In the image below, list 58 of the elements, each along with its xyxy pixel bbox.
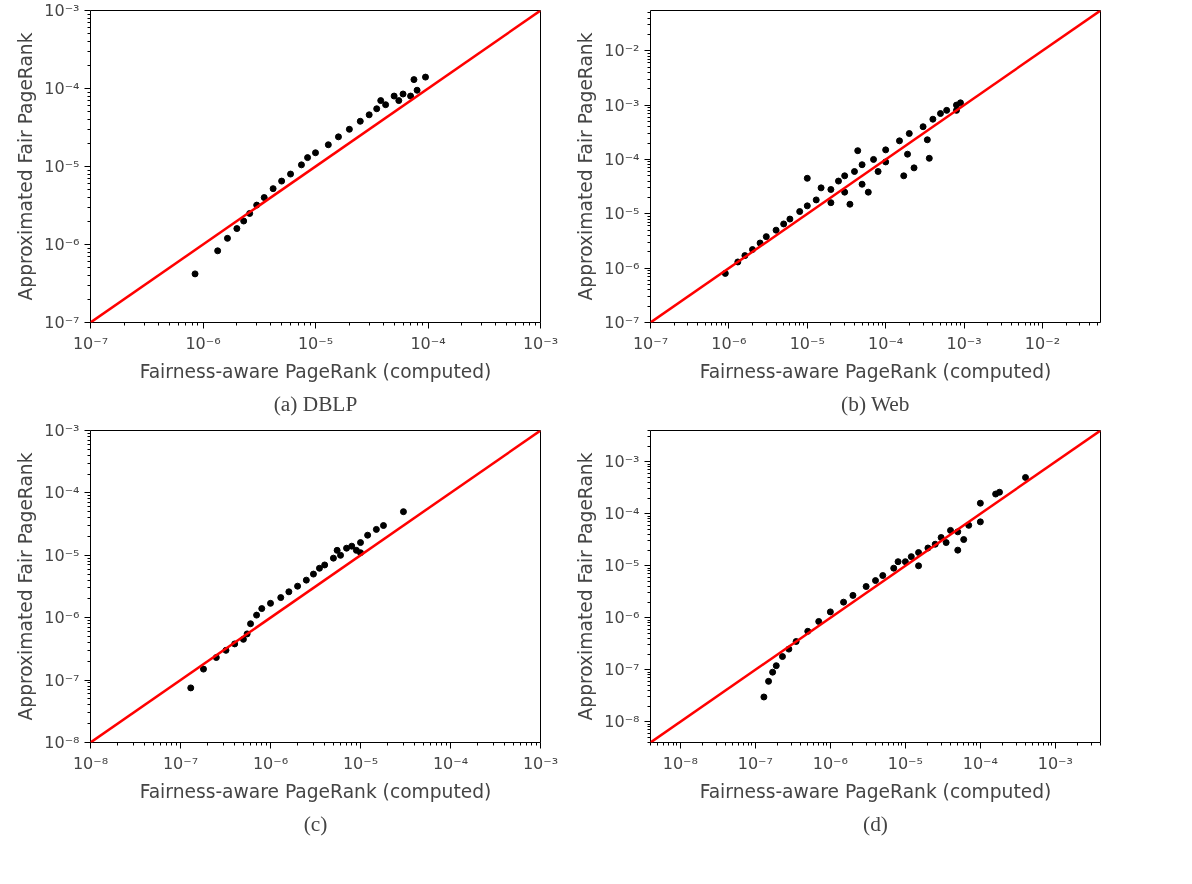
y-axis-title: Approximated Fair PageRank [15, 452, 37, 721]
x-tick-label: 10⁻⁴ [962, 753, 998, 773]
y-tick-label: 10⁻⁴ [44, 79, 80, 98]
y-tick-label: 10⁻⁷ [604, 313, 640, 332]
x-axis-title: Fairness-aware PageRank (computed) [699, 360, 1052, 382]
y-tick-label: 10⁻⁷ [604, 660, 640, 680]
y-tick-label: 10⁻⁷ [44, 670, 80, 690]
y-tick-label: 10⁻⁸ [44, 733, 80, 752]
y-tick-label: 10⁻⁴ [44, 483, 80, 503]
text: (a) DBLP [273, 391, 358, 416]
x-tick-label: 10⁻⁵ [342, 753, 379, 773]
x-tick-label: 10⁻⁶ [711, 333, 747, 353]
x-tick-label: 10⁻³ [1037, 753, 1073, 773]
y-tick-label: 10⁻⁵ [44, 157, 80, 176]
x-tick-label: 10⁻² [1024, 333, 1061, 353]
y-axis-title: Approximated Fair PageRank [575, 452, 597, 721]
y-tick-label: 10⁻⁶ [604, 608, 640, 628]
x-tick-label: 10⁻⁸ [662, 753, 698, 773]
x-tick-label: 10⁻³ [522, 753, 559, 773]
text: (d) [863, 811, 888, 836]
y-tick-label: 10⁻³ [44, 421, 80, 440]
y-axis-title: Approximated Fair PageRank [15, 32, 37, 301]
x-axis-title: Fairness-aware PageRank (computed) [699, 780, 1052, 802]
x-tick-label: 10⁻⁵ [887, 753, 923, 773]
x-tick-label: 10⁻³ [946, 333, 982, 353]
y-tick-label: 10⁻⁴ [604, 504, 640, 524]
x-tick-label: 10⁻⁵ [789, 333, 825, 353]
y-tick-label: 10⁻⁵ [604, 204, 640, 224]
x-tick-label: 10⁻⁷ [72, 333, 109, 353]
y-tick-label: 10⁻⁵ [604, 556, 640, 576]
text: (b) Web [841, 391, 910, 416]
y-tick-label: 10⁻⁷ [44, 313, 80, 332]
x-tick-label: 10⁻⁴ [432, 753, 469, 773]
x-tick-label: 10⁻⁴ [868, 333, 904, 353]
x-tick-label: 10⁻⁷ [162, 753, 199, 773]
x-tick-label: 10⁻³ [522, 333, 559, 353]
y-tick-label: 10⁻⁵ [44, 545, 80, 565]
y-tick-label: 10⁻³ [44, 1, 80, 20]
y-axis-title: Approximated Fair PageRank [575, 32, 597, 301]
y-tick-label: 10⁻⁴ [604, 149, 640, 169]
y-tick-label: 10⁻⁶ [44, 608, 80, 628]
text: (c) [303, 811, 328, 836]
y-tick-label: 10⁻² [604, 41, 640, 61]
y-tick-label: 10⁻³ [604, 95, 640, 115]
y-tick-label: 10⁻³ [604, 452, 640, 472]
x-tick-label: 10⁻⁷ [737, 753, 773, 773]
x-tick-label: 10⁻⁴ [410, 333, 446, 353]
y-tick-label: 10⁻⁸ [604, 712, 640, 732]
x-axis-title: Fairness-aware PageRank (computed) [139, 360, 492, 382]
x-tick-label: 10⁻⁶ [812, 753, 848, 773]
x-tick-label: 10⁻⁶ [185, 333, 221, 353]
x-tick-label: 10⁻⁸ [72, 753, 109, 773]
x-tick-label: 10⁻⁵ [297, 333, 334, 353]
x-tick-label: 10⁻⁶ [252, 753, 289, 773]
y-tick-label: 10⁻⁶ [44, 235, 80, 254]
y-tick-label: 10⁻⁶ [604, 258, 640, 278]
x-axis-title: Fairness-aware PageRank (computed) [139, 780, 492, 802]
x-tick-label: 10⁻⁷ [632, 333, 669, 353]
